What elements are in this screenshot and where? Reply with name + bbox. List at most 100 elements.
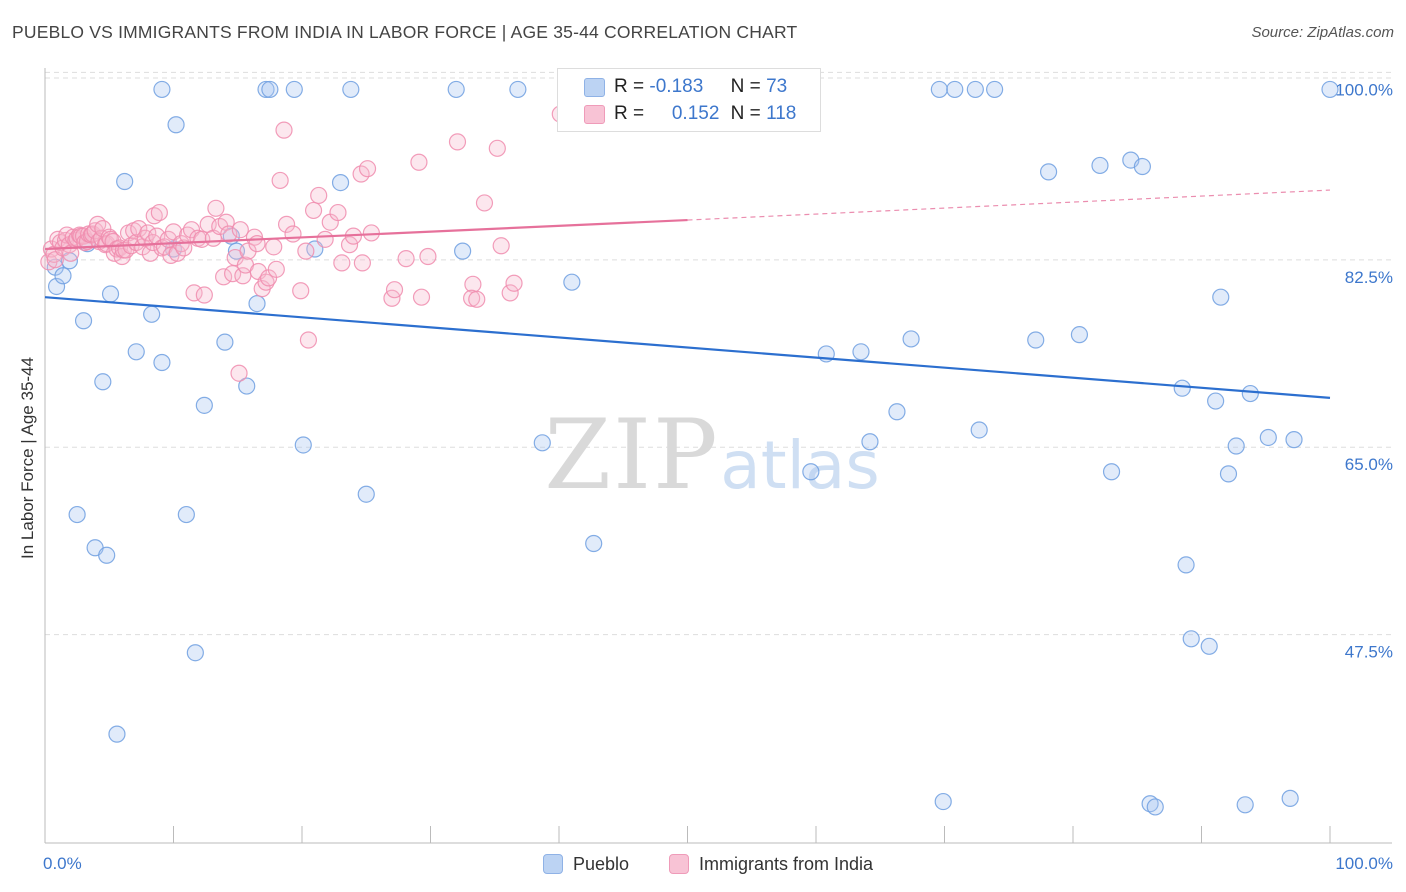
pueblo-point xyxy=(167,116,185,134)
source-label: Source: ZipAtlas.com xyxy=(1251,24,1394,41)
x-tick-label-min: 0.0% xyxy=(43,854,82,873)
pueblo-point xyxy=(1219,465,1238,483)
pueblo-point xyxy=(94,373,112,391)
india-point xyxy=(248,235,266,253)
pueblo-point xyxy=(986,80,1004,99)
pueblo-point xyxy=(946,80,964,99)
india-point xyxy=(488,139,506,157)
watermark-zip: ZIP xyxy=(544,399,719,511)
pueblo-point xyxy=(248,295,266,313)
pueblo-point xyxy=(1102,463,1121,481)
pueblo-point xyxy=(1321,80,1339,99)
india-point xyxy=(145,207,163,225)
india-point xyxy=(410,153,428,171)
pueblo-point xyxy=(98,546,116,564)
india-n-label: N = xyxy=(730,102,761,124)
pueblo-point xyxy=(116,172,134,191)
pueblo-point xyxy=(861,433,879,451)
india-point xyxy=(215,268,233,286)
pueblo-point xyxy=(186,644,204,662)
pueblo-point xyxy=(108,725,126,743)
india-point xyxy=(275,121,293,139)
legend-label-pueblo: Pueblo xyxy=(573,853,630,874)
india-point xyxy=(58,226,76,244)
india-point xyxy=(475,194,494,212)
india-point xyxy=(362,224,380,242)
trendlines xyxy=(44,189,1331,399)
pueblo-point xyxy=(357,485,375,503)
india-swatch-icon xyxy=(584,105,605,124)
india-point xyxy=(419,247,437,266)
india-point xyxy=(505,274,523,292)
india-point xyxy=(316,230,334,248)
pueblo-point xyxy=(1141,795,1159,813)
pueblo-point xyxy=(1236,796,1254,814)
india-point xyxy=(284,225,302,243)
pueblo-point xyxy=(1133,157,1151,176)
india-point xyxy=(130,220,148,238)
india-point xyxy=(448,133,467,151)
series-india-points xyxy=(40,105,569,382)
india-point xyxy=(265,238,283,256)
pueblo-point xyxy=(257,80,275,99)
india-point xyxy=(304,201,323,220)
pueblo-point xyxy=(285,80,303,99)
india-point xyxy=(277,215,296,233)
india-point xyxy=(162,246,180,265)
pueblo-point xyxy=(447,80,465,99)
india-point xyxy=(310,186,328,205)
y-tick-label: 100.0% xyxy=(1335,80,1393,99)
pueblo-point xyxy=(852,343,870,361)
pueblo-point xyxy=(342,80,360,99)
india-point xyxy=(292,282,310,300)
pueblo-point xyxy=(331,173,350,192)
legend-label-india: Immigrants from India xyxy=(699,853,874,874)
x-tick-label-max: 100.0% xyxy=(1335,854,1393,873)
india-point xyxy=(230,364,248,382)
stats-legend: R = -0.183 N = 73 R = 0.152 N = 118 xyxy=(557,68,821,132)
pueblo-point xyxy=(1070,326,1089,344)
pueblo-point xyxy=(1227,437,1245,455)
legend-item-india[interactable]: Immigrants from India xyxy=(669,851,873,877)
pueblo-point xyxy=(1173,379,1191,397)
pueblo-point xyxy=(1091,156,1109,175)
pueblo-point xyxy=(930,80,948,99)
y-axis-label: In Labor Force | Age 35-44 xyxy=(18,357,37,559)
india-point xyxy=(207,199,225,217)
pueblo-legend-icon xyxy=(543,854,563,874)
pueblo-point xyxy=(454,242,472,260)
pueblo-point xyxy=(1281,789,1299,807)
pueblo-point xyxy=(261,80,279,99)
pueblo-swatch-icon xyxy=(584,78,605,97)
series-pueblo-points xyxy=(46,80,1339,816)
pueblo-point xyxy=(1259,428,1277,447)
pueblo-point xyxy=(966,80,984,99)
pueblo-point xyxy=(1182,630,1200,648)
india-point xyxy=(185,284,203,302)
india-point xyxy=(358,160,377,178)
pueblo-point xyxy=(1241,384,1259,403)
legend-item-pueblo[interactable]: Pueblo xyxy=(543,851,629,877)
y-tick-label: 65.0% xyxy=(1345,455,1393,474)
pueblo-point xyxy=(902,330,920,348)
india-point xyxy=(150,203,168,222)
pueblo-point xyxy=(54,267,72,285)
tick-labels: 47.5% 65.0% 82.5% 100.0% 0.0% 100.0% xyxy=(43,80,1393,873)
pueblo-point xyxy=(1200,637,1218,655)
pueblo-point xyxy=(153,80,171,99)
pueblo-point xyxy=(1027,331,1045,349)
india-point xyxy=(101,230,120,248)
pueblo-point xyxy=(1039,163,1058,181)
pueblo-point xyxy=(153,353,171,372)
india-point xyxy=(271,171,289,190)
watermark: ZIP atlas xyxy=(544,399,879,511)
pueblo-point xyxy=(177,505,195,524)
pueblo-point xyxy=(802,463,820,481)
india-point xyxy=(468,290,486,308)
pueblo-point xyxy=(533,434,551,452)
pueblo-point xyxy=(1177,556,1195,574)
axes xyxy=(44,68,1392,844)
india-point xyxy=(412,288,431,306)
pueblo-point xyxy=(68,505,86,524)
